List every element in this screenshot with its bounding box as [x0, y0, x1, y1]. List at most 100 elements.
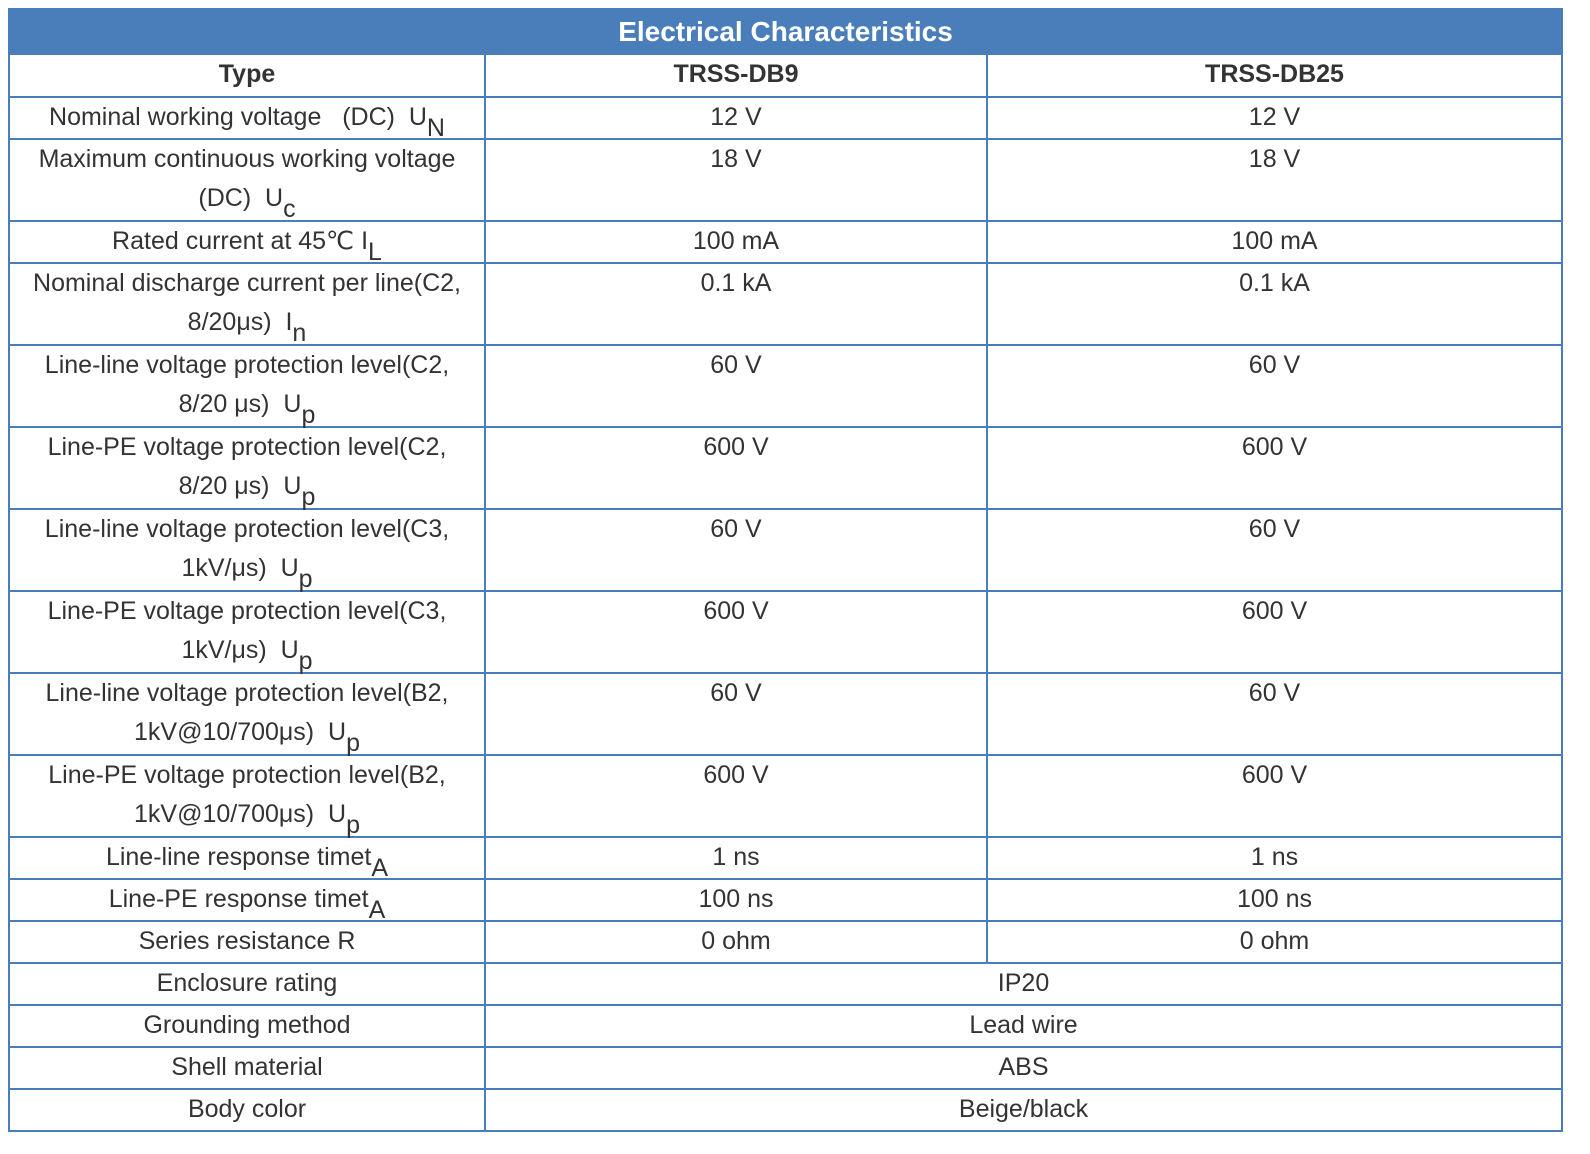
label-text: Line-line voltage protection level(B2, [45, 679, 449, 707]
label-subscript: A [368, 896, 386, 924]
table-row: Line-line voltage protection level(C3, 1k… [8, 508, 1564, 593]
label-text: 1kV@10/700μs) U [133, 800, 347, 828]
table-row: Line-line voltage protection level(B2, 1k… [8, 672, 1564, 757]
label-text: 8/20 μs) U [178, 472, 302, 500]
row-label: Shell material [8, 1046, 486, 1090]
row-label: Rated current at 45℃ IL [8, 220, 486, 266]
label-subscript: c [283, 195, 296, 223]
value-shared: ABS [483, 1046, 1564, 1090]
value-db25: 600 V [985, 590, 1564, 674]
value-db25: 0.1 kA [985, 262, 1564, 346]
value-db9: 100 mA [484, 220, 988, 264]
value-db9: 12 V [484, 96, 988, 140]
label-text: Line-line voltage protection level(C3, [44, 515, 450, 543]
value-db9: 0.1 kA [484, 262, 988, 346]
label-text: 1kV@10/700μs) U [133, 718, 347, 746]
table-row: Grounding method Lead wire [8, 1004, 1564, 1048]
table-title-row: Electrical Characteristics [7, 8, 1564, 55]
value-db25: 600 V [985, 754, 1564, 838]
table-row: Nominal working voltage (DC) UN 12 V 12 … [8, 96, 1564, 142]
label-text: Line-line voltage protection level(C2, [44, 351, 450, 379]
table-row: Line-PE voltage protection level(C2, 8/20… [8, 426, 1564, 511]
table-row: Rated current at 45℃ IL 100 mA 100 mA [8, 220, 1564, 266]
table-row: Line-PE voltage protection level(B2, 1kV@… [8, 754, 1564, 839]
label-text: Line-PE voltage protection level(C3, [47, 597, 447, 625]
label-text: Nominal discharge current per line(C2, [33, 269, 461, 297]
row-label: Line-PE voltage protection level(B2, 1kV@… [8, 754, 486, 839]
table-title: Electrical Characteristics [7, 8, 1564, 55]
row-label: Maximum continuous working voltage (DC) U… [8, 138, 486, 223]
label-subscript: p [346, 729, 360, 757]
label-text: 8/20μs) I [187, 308, 293, 336]
table-row: Line-PE response timetA 100 ns 100 ns [8, 878, 1564, 924]
label-subscript: N [426, 114, 445, 142]
row-label: Line-line voltage protection level(B2, 1k… [8, 672, 486, 757]
label-subscript: A [371, 854, 389, 882]
value-db9: 60 V [484, 344, 988, 428]
row-label: Enclosure rating [8, 962, 486, 1006]
value-db9: 600 V [484, 754, 988, 838]
label-text: 1kV/μs) U [181, 636, 299, 664]
row-label: Line-PE voltage protection level(C3, 1kV/… [8, 590, 486, 675]
header-type: Type [8, 53, 486, 98]
value-db25: 12 V [985, 96, 1564, 140]
value-shared: IP20 [483, 962, 1564, 1006]
row-label: Line-line voltage protection level(C3, 1k… [8, 508, 486, 593]
label-subscript: p [298, 565, 313, 593]
row-label: Line-PE voltage protection level(C2, 8/20… [8, 426, 486, 511]
label-subscript: p [346, 811, 360, 839]
table-header-row: Type TRSS-DB9 TRSS-DB25 [8, 53, 1564, 98]
row-label: Line-line response timetA [8, 836, 486, 882]
value-db9: 0 ohm [484, 920, 988, 964]
value-db9: 100 ns [484, 878, 988, 922]
row-label: Grounding method [8, 1004, 486, 1048]
label-text: Nominal working voltage (DC) U [49, 103, 427, 131]
table-row: Line-line response timetA 1 ns 1 ns [8, 836, 1564, 882]
value-shared: Lead wire [483, 1004, 1564, 1048]
label-text: (DC) U [198, 184, 284, 212]
value-db25: 18 V [985, 138, 1564, 222]
value-db25: 100 ns [985, 878, 1564, 922]
table-row: Series resistance R 0 ohm 0 ohm [8, 920, 1564, 964]
value-db9: 18 V [484, 138, 988, 222]
row-label: Body color [8, 1088, 486, 1132]
header-model-db25: TRSS-DB25 [985, 53, 1564, 98]
value-shared: Beige/black [483, 1088, 1564, 1132]
label-text: Line-PE voltage protection level(B2, [48, 761, 446, 789]
label-subscript: p [298, 647, 313, 675]
row-label: Nominal discharge current per line(C2, 8/… [8, 262, 486, 347]
value-db25: 60 V [985, 672, 1564, 756]
value-db9: 60 V [484, 508, 988, 592]
table-row: Line-PE voltage protection level(C3, 1kV/… [8, 590, 1564, 675]
value-db9: 60 V [484, 672, 988, 756]
table-row: Enclosure rating IP20 [8, 962, 1564, 1006]
table-row: Maximum continuous working voltage (DC) U… [8, 138, 1564, 223]
value-db25: 60 V [985, 508, 1564, 592]
table-row: Shell material ABS [8, 1046, 1564, 1090]
label-text: 1kV/μs) U [181, 554, 299, 582]
value-db9: 1 ns [484, 836, 988, 880]
label-text: Rated current at 45℃ I [112, 227, 369, 255]
label-subscript: p [301, 401, 316, 429]
table-row: Nominal discharge current per line(C2, 8/… [8, 262, 1564, 347]
value-db25: 60 V [985, 344, 1564, 428]
table-row: Body color Beige/black [8, 1088, 1564, 1132]
value-db9: 600 V [484, 426, 988, 510]
value-db25: 100 mA [985, 220, 1564, 264]
row-label: Nominal working voltage (DC) UN [8, 96, 486, 142]
value-db25: 600 V [985, 426, 1564, 510]
header-model-db9: TRSS-DB9 [484, 53, 988, 98]
row-label: Line-PE response timetA [8, 878, 486, 924]
label-text: Line-PE voltage protection level(C2, [47, 433, 447, 461]
label-subscript: n [292, 319, 307, 347]
row-label: Line-line voltage protection level(C2, 8/… [8, 344, 486, 429]
spec-page: Electrical Characteristics Type TRSS-DB9… [7, 8, 1564, 1132]
value-db25: 1 ns [985, 836, 1564, 880]
label-text: 8/20 μs) U [178, 390, 302, 418]
label-subscript: p [301, 483, 316, 511]
label-subscript: L [368, 238, 382, 266]
table-row: Line-line voltage protection level(C2, 8/… [8, 344, 1564, 429]
label-text: Line-PE response timet [108, 885, 369, 913]
row-label: Series resistance R [8, 920, 486, 964]
value-db25: 0 ohm [985, 920, 1564, 964]
